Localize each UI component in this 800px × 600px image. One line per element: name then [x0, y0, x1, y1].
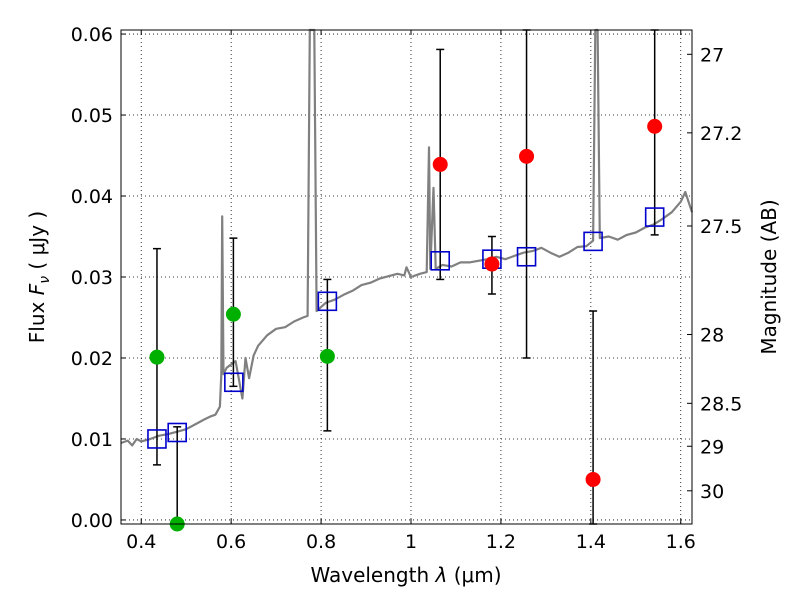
y-tick-label: 0.05 — [71, 105, 113, 127]
y-tick-label: 0.02 — [71, 348, 113, 370]
y2-tick-label: 27 — [700, 44, 724, 66]
y-tick-label: 0.01 — [71, 429, 113, 451]
y2-tick-label: 30 — [700, 481, 724, 503]
ticks: 0.4 0.6 0.8 1 1.2 1.4 1.6 0.00 0.01 0.02 0.03 0.04 0… — [71, 24, 743, 553]
green-data-point — [149, 349, 165, 365]
x-tick-label: 1.2 — [486, 531, 516, 553]
x-axis-label: Wavelength λ (μm) — [310, 563, 501, 587]
y2-tick-label: 27.5 — [700, 216, 742, 238]
model-square — [644, 207, 665, 227]
y2-axis-label: Magnitude (AB) — [757, 199, 781, 354]
model-square — [516, 246, 537, 267]
green-data-point — [225, 306, 241, 322]
spectrum-layer — [120, 28, 694, 447]
x-tick-label: 0.8 — [306, 531, 336, 553]
green-data-point — [319, 348, 335, 364]
model-square — [147, 429, 167, 449]
y2-tick-label: 27.2 — [700, 123, 742, 145]
red-data-point — [585, 471, 601, 487]
y-tick-label: 0.03 — [71, 267, 113, 289]
x-tick-label: 1 — [405, 531, 417, 553]
model-square — [430, 251, 451, 271]
x-tick-label: 0.4 — [126, 531, 156, 553]
y2-tick-label: 28.5 — [700, 393, 742, 415]
model-square — [167, 422, 188, 443]
y-tick-label: 0.04 — [71, 186, 113, 208]
model-square — [224, 372, 244, 393]
model-layer — [147, 207, 665, 449]
y2-tick-label: 29 — [700, 436, 724, 458]
red-data-point — [432, 156, 448, 172]
x-tick-label: 0.6 — [216, 531, 246, 553]
y-axis-label: Flux Fν ( μJy ) — [25, 211, 53, 343]
x-tick-label: 1.4 — [576, 531, 606, 553]
y2-tick-label: 28 — [700, 324, 724, 346]
spectrum-line — [120, 28, 694, 447]
x-tick-label: 1.6 — [666, 531, 696, 553]
red-data-point — [484, 256, 500, 272]
y-tick-label: 0.00 — [71, 510, 113, 532]
y-tick-label: 0.06 — [71, 24, 113, 46]
model-square — [583, 231, 603, 252]
model-square — [317, 291, 338, 312]
points-layer — [149, 118, 663, 532]
red-data-point — [519, 148, 535, 164]
red-data-point — [647, 118, 663, 134]
